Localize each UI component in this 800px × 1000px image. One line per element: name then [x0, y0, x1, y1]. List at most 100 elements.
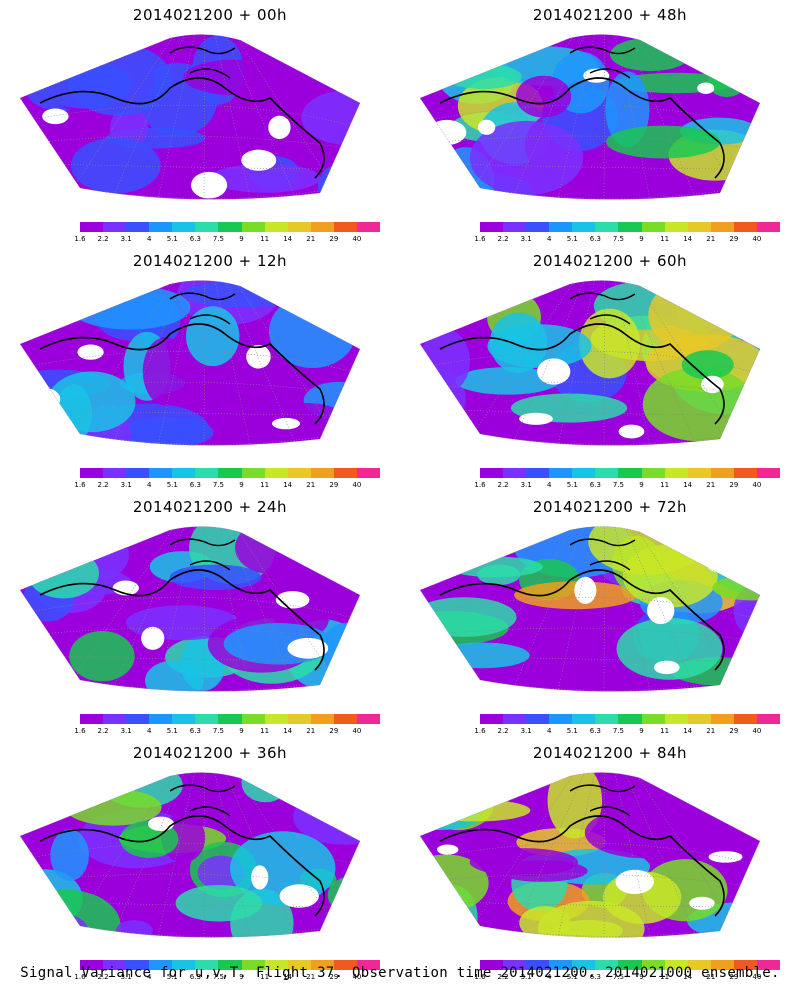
colorbar-swatch: [333, 468, 357, 478]
colorbar-swatch: [572, 468, 596, 478]
colorbar-swatch: [149, 468, 173, 478]
latitude-line: [29, 596, 351, 618]
colorbar-tick-label: 3.1: [520, 727, 532, 735]
latitude-line: [29, 842, 351, 864]
colorbar-tick-label: 21: [706, 727, 716, 735]
no-data-patch: [246, 344, 271, 369]
colorbar-tick-label: 5.1: [566, 481, 578, 489]
colorbar-swatch: [195, 714, 219, 724]
variance-region: [445, 64, 522, 90]
no-data-patch: [697, 82, 715, 94]
colorbar-swatch: [333, 714, 357, 724]
no-data-patch: [708, 851, 743, 863]
colorbar-swatch: [264, 960, 288, 970]
no-data-patch: [574, 576, 597, 604]
colorbar-swatch: [733, 222, 757, 232]
longitude-line: [507, 280, 606, 446]
variance-region: [115, 920, 153, 938]
colorbar-swatch: [549, 468, 573, 478]
map-boundary: [20, 34, 361, 200]
variance-region: [489, 312, 548, 373]
colorbar-tick-label: 1.6: [74, 973, 86, 981]
colorbar-swatch: [287, 222, 311, 232]
colorbar-swatch: [264, 714, 288, 724]
variance-region: [327, 875, 360, 915]
colorbar-tick-label: 1.6: [474, 727, 486, 735]
map-boundary: [420, 526, 761, 692]
colorbar-labels: 1.6 2.2 3.1 4 5.1 6.3 7.5 9 11 14 21 29 40: [74, 481, 380, 491]
colorbar-tick-label: 5.1: [566, 727, 578, 735]
colorbar-swatch: [264, 468, 288, 478]
arctic-coastline: [169, 784, 236, 817]
map-boundary: [420, 280, 761, 446]
colorbar-swatch: [641, 960, 665, 970]
arctic-coastline: [569, 46, 636, 79]
no-data-patch: [77, 344, 104, 360]
colorbar-swatch: [310, 468, 334, 478]
latitude-line: [49, 163, 331, 170]
latitude-line: [429, 842, 751, 864]
colorbar-tick-label: 2.2: [497, 973, 509, 981]
colorbar-tick-label: 2.2: [97, 973, 109, 981]
no-data-patch: [31, 388, 61, 411]
longitude-line: [459, 772, 606, 938]
map-boundary: [420, 34, 761, 200]
variance-region: [515, 75, 572, 118]
colorbar-tick-label: 14: [283, 235, 293, 243]
colorbar-tick-label: 11: [660, 727, 670, 735]
colorbar-swatch: [503, 222, 527, 232]
colorbar-tick-label: 1.6: [474, 235, 486, 243]
variance-region: [235, 526, 307, 574]
colorbar-tick-label: 21: [306, 235, 316, 243]
colorbar-swatch: [172, 960, 196, 970]
variance-region: [38, 61, 133, 109]
colorbar-tick-label: 21: [706, 481, 716, 489]
colorbar-swatch: [733, 714, 757, 724]
colorbar-tick-label: 6.3: [189, 235, 201, 243]
colorbar-tick-label: 29: [729, 235, 739, 243]
colorbar-tick-label: 21: [706, 235, 716, 243]
colorbar-tick-label: 40: [752, 973, 762, 981]
colorbar-swatch: [618, 714, 642, 724]
variance-region: [210, 163, 321, 193]
colorbar-tick-label: 7.5: [612, 235, 625, 243]
colorbar-swatch: [149, 222, 173, 232]
variance-region: [422, 799, 531, 822]
latitude-line: [449, 409, 731, 416]
colorbar-swatch: [733, 468, 757, 478]
colorbar-tick-label: 1.6: [74, 727, 86, 735]
colorbar-swatch: [641, 222, 665, 232]
longitude-line: [203, 772, 206, 938]
latitude-line: [429, 596, 751, 618]
colorbar-tick-label: 21: [306, 973, 316, 981]
variance-region: [69, 631, 135, 682]
colorbar-swatch: [310, 960, 334, 970]
no-data-patch: [279, 884, 319, 908]
no-data-patch: [647, 596, 675, 625]
latitude-line: [449, 901, 731, 908]
coastline: [39, 323, 325, 425]
coastline: [439, 569, 725, 671]
variance-region: [175, 884, 263, 922]
colorbar-tick-label: 9: [639, 235, 644, 243]
map-boundary: [20, 526, 361, 692]
no-data-patch: [251, 865, 269, 890]
variance-region: [47, 371, 136, 433]
colorbar-tick-label: 7.5: [612, 481, 625, 489]
colorbar-swatch: [103, 222, 127, 232]
variance-region: [469, 120, 584, 196]
colorbar-swatch: [356, 468, 381, 478]
colorbar-swatch: [480, 222, 504, 232]
variance-map: [20, 280, 361, 446]
colorbar-swatch: [664, 222, 688, 232]
variance-map: [420, 772, 761, 938]
colorbar-swatch: [103, 468, 127, 478]
colorbar-swatch: [641, 714, 665, 724]
variance-region: [455, 367, 560, 395]
no-data-patch: [618, 424, 645, 439]
colorbar-swatch: [526, 960, 550, 970]
colorbar-tick-label: 6.3: [589, 973, 601, 981]
variance-map: [420, 34, 761, 200]
latitude-line: [429, 104, 751, 126]
longitude-line: [459, 34, 606, 200]
